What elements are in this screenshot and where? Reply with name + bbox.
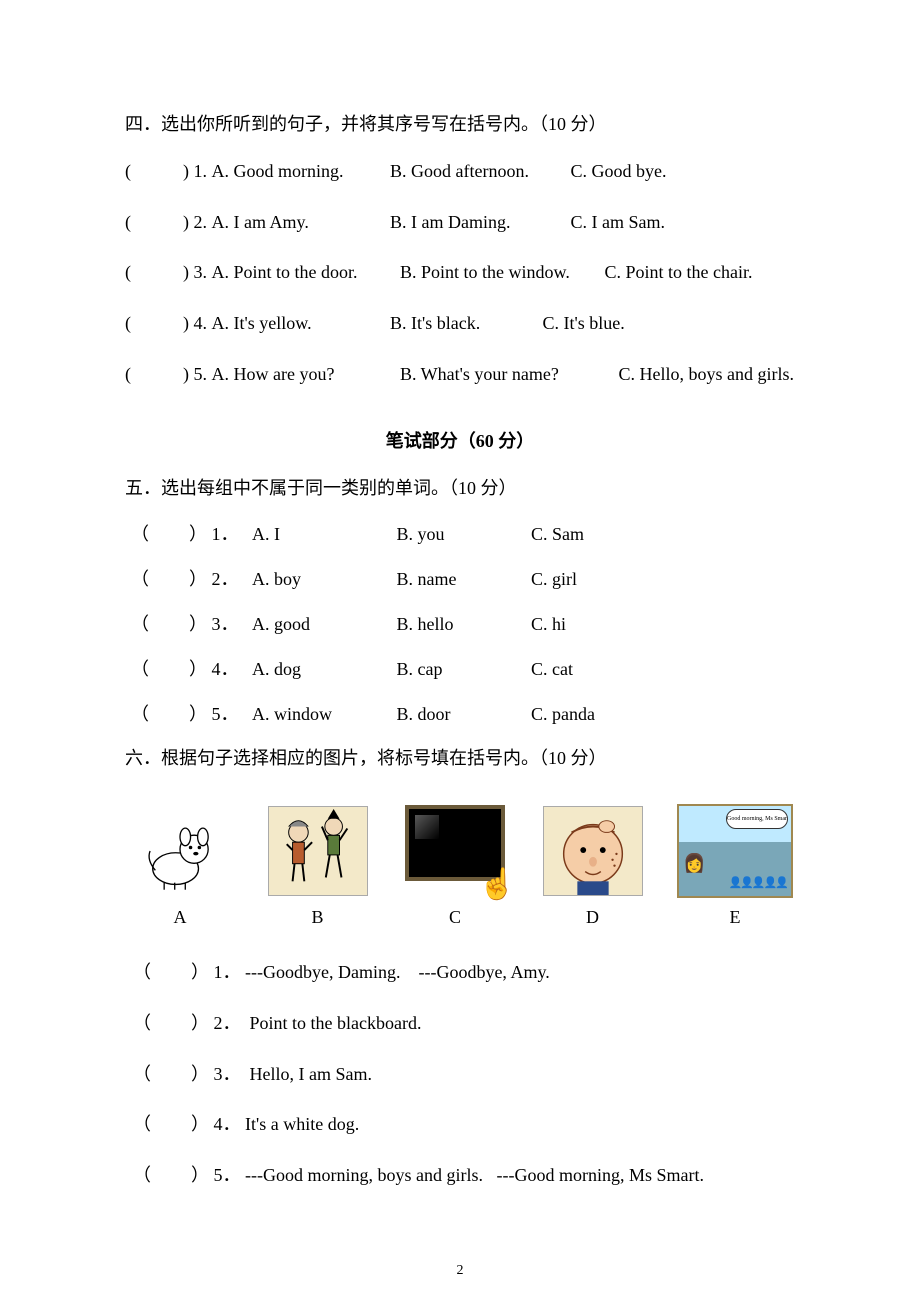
s4-q1-c: C. Good bye. xyxy=(571,161,667,181)
s4-q4-num: 4 xyxy=(194,313,203,333)
image-b-kids xyxy=(263,801,373,901)
label-b: B xyxy=(263,903,373,932)
s6-q1: （） 1． ---Goodbye, Daming. ---Goodbye, Am… xyxy=(133,958,795,987)
s6-q2: （） 2． Point to the blackboard. xyxy=(133,1009,795,1038)
s4-q5-a: A. How are you? xyxy=(212,360,396,389)
pointer-hand-icon: ☝ xyxy=(479,861,516,909)
s5-q5-num: 5． xyxy=(212,700,248,729)
s4-q1-b: B. Good afternoon. xyxy=(390,157,566,186)
label-d: D xyxy=(538,903,648,932)
s4-q3-c: C. Point to the chair. xyxy=(605,262,753,282)
s4-q5-c: C. Hello, boys and girls. xyxy=(619,364,795,384)
images-row: ☝ Good morning, Ms Smart. 👩 👤👤👤👤👤 xyxy=(125,801,795,901)
s4-q5-b: B. What's your name? xyxy=(400,360,614,389)
s6-q3: （） 3． Hello, I am Sam. xyxy=(133,1060,795,1089)
s6-q4-num: 4． xyxy=(214,1114,241,1134)
s5-q2-a: A. boy xyxy=(252,565,392,594)
s5-q1-num: 1． xyxy=(212,520,248,549)
s4-q1-num: 1 xyxy=(194,161,203,181)
s5-q1-c: C. Sam xyxy=(531,524,584,544)
s5-q5: （） 5． A. window B. door C. panda xyxy=(131,700,795,729)
s5-q3-b: B. hello xyxy=(397,610,527,639)
s5-q1: （） 1． A. I B. you C. Sam xyxy=(131,520,795,549)
s5-q2-b: B. name xyxy=(397,565,527,594)
s5-q4-b: B. cap xyxy=(397,655,527,684)
s6-q4-text: It's a white dog. xyxy=(245,1114,359,1134)
s4-q3: () 3. A. Point to the door. B. Point to … xyxy=(125,258,795,287)
s4-q4-b: B. It's black. xyxy=(390,309,538,338)
section4-heading: 四．选出你所听到的句子，并将其序号写在括号内。（10 分） xyxy=(125,110,795,139)
speech-bubble: Good morning, Ms Smart. xyxy=(726,809,788,829)
s5-q4: （） 4． A. dog B. cap C. cat xyxy=(131,655,795,684)
s5-q1-a: A. I xyxy=(252,520,392,549)
s5-q3-num: 3． xyxy=(212,610,248,639)
s4-q5: () 5. A. How are you? B. What's your nam… xyxy=(125,360,795,389)
label-a: A xyxy=(125,903,235,932)
section6-heading: 六．根据句子选择相应的图片，将标号填在括号内。（10 分） xyxy=(125,744,795,773)
s5-q2: （） 2． A. boy B. name C. girl xyxy=(131,565,795,594)
s4-q4: () 4. A. It's yellow. B. It's black. C. … xyxy=(125,309,795,338)
s6-q1-text: ---Goodbye, Daming. ---Goodbye, Amy. xyxy=(245,962,550,982)
s4-q4-a: A. It's yellow. xyxy=(212,309,386,338)
s5-q2-num: 2． xyxy=(212,565,248,594)
s4-q1-a: A. Good morning. xyxy=(212,157,386,186)
s5-q3-a: A. good xyxy=(252,610,392,639)
s6-q5: （） 5． ---Good morning, boys and girls. -… xyxy=(133,1161,795,1190)
s5-q4-num: 4． xyxy=(212,655,248,684)
s6-q5-num: 5． xyxy=(214,1165,241,1185)
s6-q2-text: Point to the blackboard. xyxy=(245,1013,421,1033)
s4-q2: () 2. A. I am Amy. B. I am Daming. C. I … xyxy=(125,208,795,237)
s5-q5-b: B. door xyxy=(397,700,527,729)
s6-q5-text: ---Good morning, boys and girls. ---Good… xyxy=(245,1165,704,1185)
page-number: 2 xyxy=(0,1260,920,1282)
s6-q1-num: 1． xyxy=(214,962,241,982)
label-e: E xyxy=(675,903,795,932)
s6-q3-num: 3． xyxy=(214,1064,241,1084)
s4-q1: () 1. A. Good morning. B. Good afternoon… xyxy=(125,157,795,186)
s4-q3-num: 3 xyxy=(194,262,203,282)
s4-q3-a: A. Point to the door. xyxy=(212,258,396,287)
s4-q2-c: C. I am Sam. xyxy=(571,212,666,232)
s5-q1-b: B. you xyxy=(397,520,527,549)
written-section-title: 笔试部分（60 分） xyxy=(125,427,795,456)
s5-q3: （） 3． A. good B. hello C. hi xyxy=(131,610,795,639)
image-c-blackboard: ☝ xyxy=(400,801,510,901)
s6-q3-text: Hello, I am Sam. xyxy=(245,1064,372,1084)
image-d-boy xyxy=(538,801,648,901)
s5-q4-c: C. cat xyxy=(531,659,573,679)
s6-q4: （） 4． It's a white dog. xyxy=(133,1110,795,1139)
image-e-classroom: Good morning, Ms Smart. 👩 👤👤👤👤👤 xyxy=(675,801,795,901)
s5-q3-c: C. hi xyxy=(531,614,566,634)
s4-q3-b: B. Point to the window. xyxy=(400,258,600,287)
s5-q5-a: A. window xyxy=(252,700,392,729)
s5-q5-c: C. panda xyxy=(531,704,595,724)
image-labels-row: A B C D E xyxy=(125,903,795,932)
s4-q2-num: 2 xyxy=(194,212,203,232)
s4-q2-a: A. I am Amy. xyxy=(212,208,386,237)
section5-heading: 五．选出每组中不属于同一类别的单词。（10 分） xyxy=(125,474,795,503)
s4-q5-num: 5 xyxy=(194,364,203,384)
s4-q4-c: C. It's blue. xyxy=(543,313,625,333)
s5-q4-a: A. dog xyxy=(252,655,392,684)
image-a-dog xyxy=(125,801,235,901)
s4-q2-b: B. I am Daming. xyxy=(390,208,566,237)
s6-q2-num: 2． xyxy=(214,1013,241,1033)
s5-q2-c: C. girl xyxy=(531,569,577,589)
